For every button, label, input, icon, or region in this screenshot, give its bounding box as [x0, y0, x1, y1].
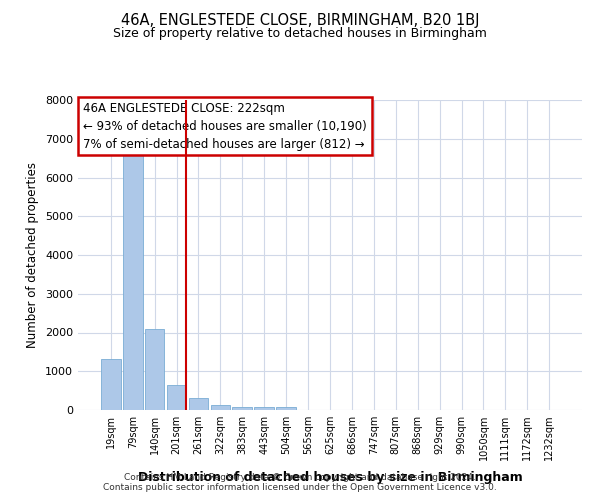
Bar [123, 154, 143, 410]
Bar [254, 408, 274, 410]
Text: 46A ENGLESTEDE CLOSE: 222sqm
← 93% of detached houses are smaller (10,190)
7% of: 46A ENGLESTEDE CLOSE: 222sqm ← 93% of de… [83, 102, 367, 150]
Text: Size of property relative to detached houses in Birmingham: Size of property relative to detached ho… [113, 28, 487, 40]
Bar [188, 398, 208, 410]
Text: Contains public sector information licensed under the Open Government Licence v3: Contains public sector information licen… [103, 482, 497, 492]
X-axis label: Distribution of detached houses by size in Birmingham: Distribution of detached houses by size … [137, 472, 523, 484]
Bar [232, 406, 252, 410]
Y-axis label: Number of detached properties: Number of detached properties [26, 162, 40, 348]
Bar [101, 359, 121, 410]
Bar [211, 404, 230, 410]
Bar [276, 406, 296, 410]
Text: Contains HM Land Registry data © Crown copyright and database right 2024.: Contains HM Land Registry data © Crown c… [124, 472, 476, 482]
Bar [167, 385, 187, 410]
Text: 46A, ENGLESTEDE CLOSE, BIRMINGHAM, B20 1BJ: 46A, ENGLESTEDE CLOSE, BIRMINGHAM, B20 1… [121, 12, 479, 28]
Bar [145, 328, 164, 410]
